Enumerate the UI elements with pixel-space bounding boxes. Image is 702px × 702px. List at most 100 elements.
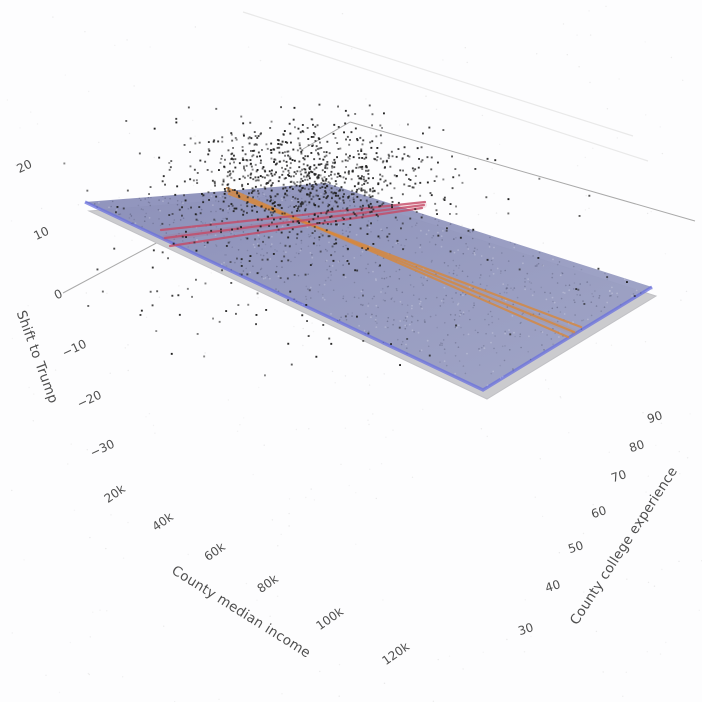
- scatter-point: [274, 158, 277, 161]
- scatter-point: [437, 161, 439, 164]
- scatter-point: [330, 254, 333, 257]
- scatter-point: [194, 142, 197, 145]
- scatter-point: [379, 204, 382, 207]
- scatter-point: [311, 184, 314, 186]
- scatter-point: [234, 137, 237, 139]
- scatter-point: [370, 206, 373, 209]
- scatter-point: [203, 355, 206, 358]
- scatter-point: [430, 156, 433, 159]
- scatter-point: [401, 193, 404, 196]
- scatter-point: [362, 139, 365, 142]
- y-axis-tick-label: 90: [645, 408, 664, 426]
- scatter-point: [241, 183, 244, 186]
- scatter-point: [190, 206, 192, 209]
- scatter-point: [291, 211, 293, 214]
- scatter-point: [231, 204, 234, 207]
- scatter-point: [336, 156, 338, 159]
- scatter-point: [267, 182, 269, 184]
- scatter-point: [298, 166, 301, 169]
- scatter-point: [349, 154, 351, 157]
- scatter-point: [300, 203, 303, 206]
- scatter-point: [314, 182, 317, 185]
- scatter-point: [327, 235, 330, 238]
- scatter-point: [162, 175, 165, 178]
- scatter-point: [361, 184, 364, 186]
- scatter-point: [331, 208, 334, 211]
- scatter-point: [442, 129, 445, 131]
- scatter-point: [259, 162, 262, 164]
- scatter-point: [299, 190, 302, 193]
- scatter-point: [256, 179, 259, 182]
- scatter-point: [399, 169, 402, 172]
- scatter-point: [365, 153, 368, 156]
- scatter-point: [272, 253, 275, 255]
- scatter-point: [301, 186, 304, 189]
- scatter-point: [313, 214, 316, 216]
- scatter-point: [263, 186, 266, 189]
- scatter-point: [206, 169, 209, 171]
- scatter-point: [327, 205, 330, 208]
- scatter-point: [224, 158, 226, 161]
- scatter-point: [191, 295, 193, 298]
- scatter-point: [253, 189, 256, 192]
- scatter-point: [151, 266, 154, 269]
- scatter-point: [305, 304, 308, 306]
- scatter-point: [359, 166, 362, 168]
- scatter-point: [178, 208, 181, 211]
- scatter-point: [342, 273, 345, 276]
- scatter-point: [265, 309, 268, 311]
- scatter-point: [455, 324, 457, 327]
- scatter-point: [284, 177, 287, 179]
- scatter-point: [281, 173, 284, 176]
- scatter-point: [331, 207, 334, 210]
- scatter-point: [257, 176, 260, 179]
- scatter-point: [419, 194, 422, 197]
- scatter-point: [230, 282, 233, 284]
- scatter-point: [330, 187, 333, 190]
- scatter-point: [267, 208, 270, 211]
- scatter-point: [375, 135, 378, 138]
- scatter-point: [324, 186, 327, 189]
- scatter-point: [293, 171, 296, 174]
- scatter-point: [371, 124, 373, 127]
- scatter-point: [292, 175, 295, 178]
- scatter-point: [292, 220, 295, 223]
- scatter-point: [362, 213, 365, 216]
- scatter-point: [281, 166, 283, 169]
- scatter-point: [171, 294, 174, 297]
- scatter-point: [273, 161, 275, 163]
- scatter-point: [304, 200, 307, 203]
- scatter-point: [256, 218, 259, 221]
- scatter-point: [233, 154, 235, 157]
- scatter-point: [326, 223, 329, 225]
- scatter-point: [357, 181, 360, 184]
- scatter-point: [275, 171, 277, 174]
- scatter-point: [313, 133, 316, 136]
- scatter-point: [414, 182, 417, 185]
- scatter-point: [113, 247, 116, 250]
- scatter-point: [363, 153, 366, 155]
- scatter-points: [63, 103, 636, 377]
- scatter-point: [486, 157, 489, 160]
- scatter-point: [254, 185, 257, 188]
- scatter-point: [213, 192, 216, 194]
- scatter-point: [343, 131, 345, 134]
- scatter-point: [293, 182, 296, 185]
- scatter-point: [257, 244, 260, 247]
- scatter-point: [189, 137, 192, 140]
- scatter-point: [323, 219, 326, 222]
- scatter-point: [443, 199, 446, 201]
- scatter-point: [417, 166, 420, 169]
- scatter-point: [321, 234, 324, 237]
- scatter-point: [279, 143, 282, 146]
- scatter-point: [308, 175, 311, 178]
- scatter-point: [238, 178, 241, 180]
- scatter-point: [289, 132, 292, 135]
- scatter-point: [277, 204, 280, 206]
- scatter-point: [161, 222, 164, 225]
- scatter-point: [185, 236, 187, 238]
- scatter-point: [183, 194, 185, 197]
- scatter-point: [420, 146, 423, 149]
- scatter-point: [241, 157, 244, 160]
